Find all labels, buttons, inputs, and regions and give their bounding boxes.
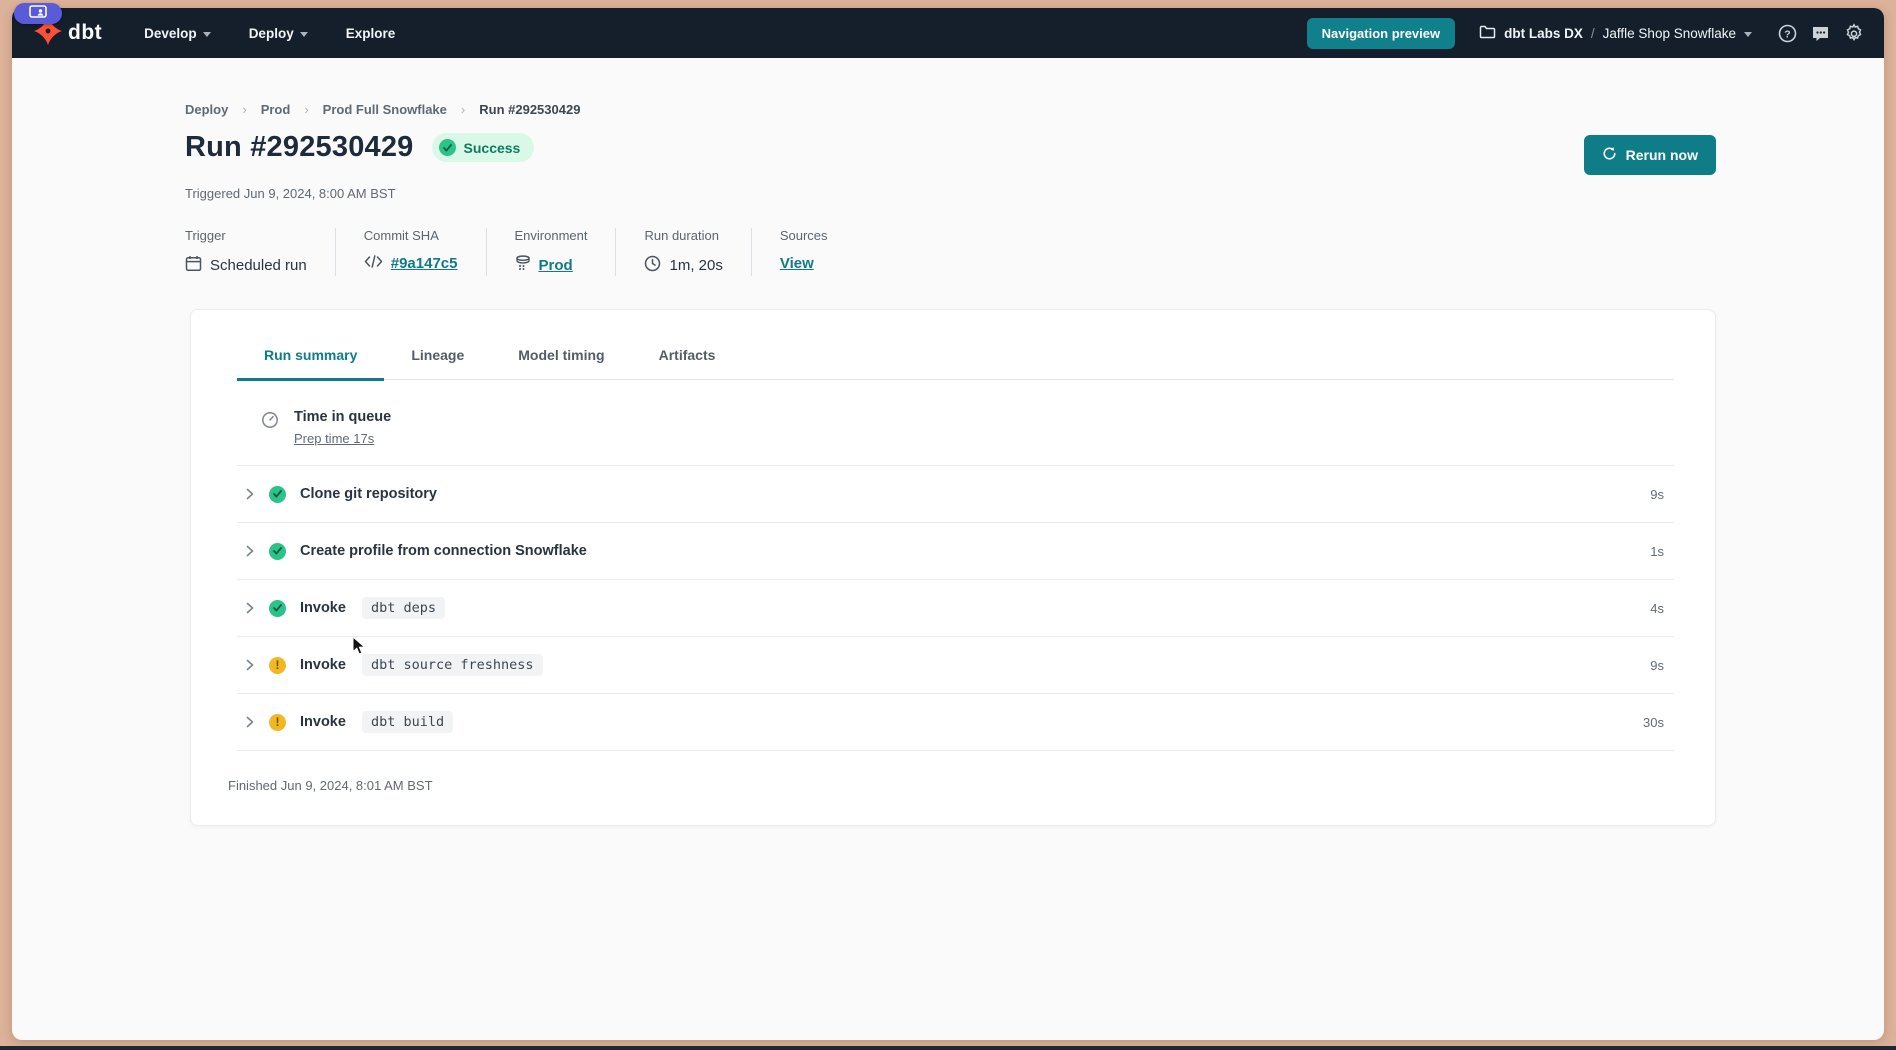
tab-bar: Run summary Lineage Model timing Artifac… xyxy=(237,310,1674,381)
step-duration: 9s xyxy=(1650,486,1664,502)
chevron-right-icon[interactable] xyxy=(245,488,255,500)
step-list: Time in queue Prep time 17s Clone git re… xyxy=(237,380,1674,751)
project-name: Jaffle Shop Snowflake xyxy=(1602,25,1736,41)
nav-item-explore[interactable]: Explore xyxy=(345,25,396,41)
status-badge-label: Success xyxy=(463,139,521,156)
breadcrumb-run: Run #292530429 xyxy=(479,102,581,117)
meta-run-duration: Run duration 1m, 20s xyxy=(644,228,723,276)
queue-title: Time in queue xyxy=(294,409,392,425)
rerun-now-button[interactable]: Rerun now xyxy=(1583,135,1716,175)
chevron-right-icon[interactable] xyxy=(245,545,255,557)
step-command: dbt source freshness xyxy=(361,654,543,676)
account-project-switcher[interactable]: dbt Labs DX / Jaffle Shop Snowflake xyxy=(1479,25,1752,42)
account-separator: / xyxy=(1590,25,1595,41)
tab-artifacts[interactable]: Artifacts xyxy=(658,347,716,363)
step-row-create-profile[interactable]: Create profile from connection Snowflake… xyxy=(237,523,1674,580)
step-label: Invoke xyxy=(300,657,346,673)
breadcrumb-separator: › xyxy=(304,102,309,117)
app-window: dbt Develop Deploy Explore Navigation pr… xyxy=(12,8,1884,1040)
step-duration: 9s xyxy=(1650,657,1664,673)
chevron-down-icon xyxy=(1744,31,1752,37)
top-nav: dbt Develop Deploy Explore Navigation pr… xyxy=(12,8,1884,58)
dbt-logo[interactable]: dbt xyxy=(34,16,103,50)
run-detail-page: Deploy › Prod › Prod Full Snowflake › Ru… xyxy=(12,58,1884,1040)
meta-trigger: Trigger Scheduled run xyxy=(185,228,307,276)
breadcrumb-job[interactable]: Prod Full Snowflake xyxy=(322,102,447,117)
success-icon xyxy=(269,542,286,560)
feedback-chat-icon[interactable] xyxy=(1811,24,1830,43)
step-row-dbt-build[interactable]: ! Invoke dbt build 30s xyxy=(237,694,1674,751)
page-title: Run #292530429 xyxy=(185,131,414,163)
warning-icon: ! xyxy=(269,656,286,674)
settings-gear-icon[interactable] xyxy=(1844,23,1864,43)
time-in-queue-row: Time in queue Prep time 17s xyxy=(237,380,1674,466)
step-row-dbt-deps[interactable]: Invoke dbt deps 4s xyxy=(237,580,1674,637)
step-command: dbt deps xyxy=(361,597,445,619)
step-command: dbt build xyxy=(361,711,454,733)
svg-text:?: ? xyxy=(1784,28,1790,40)
success-icon xyxy=(269,485,286,503)
tab-lineage[interactable]: Lineage xyxy=(411,347,465,363)
step-row-dbt-source-freshness[interactable]: ! Invoke dbt source freshness 9s xyxy=(237,637,1674,694)
help-icon[interactable]: ? xyxy=(1778,24,1797,43)
commit-sha-link[interactable]: #9a147c5 xyxy=(390,255,458,272)
nav-item-develop[interactable]: Develop xyxy=(144,26,211,41)
database-icon xyxy=(515,255,531,275)
chevron-right-icon[interactable] xyxy=(245,716,255,728)
step-duration: 1s xyxy=(1650,543,1664,559)
success-check-icon xyxy=(438,139,456,156)
breadcrumb: Deploy › Prod › Prod Full Snowflake › Ru… xyxy=(12,58,1884,117)
tab-model-timing[interactable]: Model timing xyxy=(518,347,605,363)
code-icon xyxy=(364,255,383,272)
folder-icon xyxy=(1479,25,1496,42)
success-icon xyxy=(269,599,286,617)
chevron-down-icon xyxy=(202,31,211,37)
meta-environment: Environment Prod xyxy=(514,228,588,275)
meta-sources: Sources View xyxy=(779,228,828,272)
finished-timestamp: Finished Jun 9, 2024, 8:01 AM BST xyxy=(228,778,433,793)
status-badge: Success xyxy=(431,133,535,162)
environment-link[interactable]: Prod xyxy=(538,256,573,274)
breadcrumb-prod[interactable]: Prod xyxy=(260,102,291,117)
triggered-timestamp: Triggered Jun 9, 2024, 8:00 AM BST xyxy=(185,186,396,201)
chevron-down-icon xyxy=(299,31,308,37)
tab-run-summary[interactable]: Run summary xyxy=(237,347,385,381)
sources-view-link[interactable]: View xyxy=(779,255,814,272)
nav-item-deploy[interactable]: Deploy xyxy=(249,26,308,41)
screen-bottom-strip xyxy=(0,1046,1896,1050)
step-row-clone-git[interactable]: Clone git repository 9s xyxy=(237,466,1674,523)
run-summary-card: Run summary Lineage Model timing Artifac… xyxy=(190,309,1716,826)
browser-tab-user-icon xyxy=(29,4,47,23)
step-label: Invoke xyxy=(300,600,346,616)
chevron-right-icon[interactable] xyxy=(245,602,255,614)
chevron-right-icon[interactable] xyxy=(245,659,255,671)
step-label: Clone git repository xyxy=(300,486,437,502)
warning-icon: ! xyxy=(269,713,286,731)
brand-name: dbt xyxy=(68,21,103,44)
step-duration: 30s xyxy=(1643,714,1664,730)
breadcrumb-separator: › xyxy=(460,102,466,117)
calendar-icon xyxy=(185,255,202,276)
step-label: Create profile from connection Snowflake xyxy=(300,543,587,559)
breadcrumb-deploy[interactable]: Deploy xyxy=(185,102,229,117)
refresh-icon xyxy=(1602,146,1617,164)
timer-icon xyxy=(261,411,279,446)
breadcrumb-separator: › xyxy=(242,102,247,117)
screen-share-badge[interactable] xyxy=(14,3,62,24)
prep-time-link[interactable]: Prep time 17s xyxy=(294,431,375,446)
step-label: Invoke xyxy=(300,714,346,730)
dbt-logo-icon xyxy=(34,16,62,50)
navigation-preview-button[interactable]: Navigation preview xyxy=(1306,17,1456,49)
meta-commit-sha: Commit SHA #9a147c5 xyxy=(363,228,458,272)
clock-icon xyxy=(644,255,661,276)
run-metadata: Trigger Scheduled run Commit SHA #9a147c… xyxy=(185,228,1884,276)
account-name: dbt Labs DX xyxy=(1504,25,1583,41)
step-duration: 4s xyxy=(1650,600,1664,616)
